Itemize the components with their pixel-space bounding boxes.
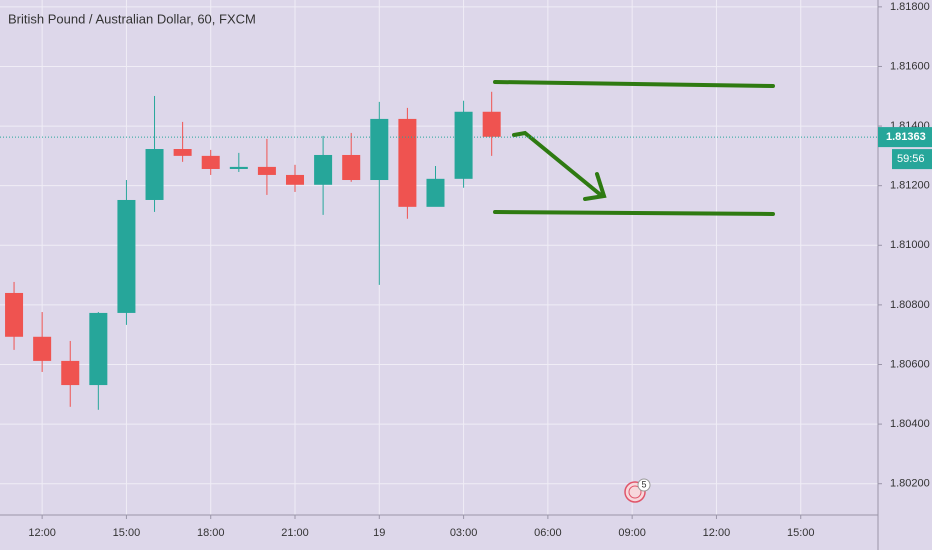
candle-body	[201, 155, 220, 169]
candle-body	[5, 292, 24, 337]
y-tick-label: 1.80200	[890, 478, 930, 490]
arrow-shaft	[512, 130, 604, 198]
x-tick-label: 15:00	[787, 527, 815, 539]
event-icon-inner	[628, 485, 642, 499]
candle-body	[89, 312, 108, 386]
x-tick-label: 03:00	[450, 527, 478, 539]
y-tick-label: 1.81600	[890, 60, 930, 72]
x-tick-label: 09:00	[618, 527, 646, 539]
candle-body	[173, 149, 192, 156]
arrow-head	[583, 172, 607, 201]
candle-body	[145, 149, 164, 200]
x-tick-label: 18:00	[197, 527, 225, 539]
event-count: 5	[641, 479, 646, 489]
y-tick-label: 1.80800	[890, 299, 930, 311]
countdown-label: 59:56	[897, 153, 925, 165]
y-tick-label: 1.80400	[890, 418, 930, 430]
x-tick-label: 19	[373, 527, 385, 539]
candle-body	[229, 166, 248, 169]
resistance-line	[493, 80, 775, 88]
drawings	[493, 80, 775, 216]
support-line	[493, 210, 775, 216]
last-price-label: 1.81363	[886, 131, 926, 143]
candle-body	[33, 336, 52, 361]
last-price-badge	[878, 127, 932, 148]
event-marker: 5	[624, 478, 651, 503]
x-tick-label: 12:00	[28, 527, 56, 539]
y-tick-label: 1.81800	[890, 1, 930, 13]
candle-body	[342, 154, 361, 181]
x-tick-label: 21:00	[281, 527, 309, 539]
x-tick-label: 15:00	[113, 527, 141, 539]
y-tick-label: 1.80600	[890, 358, 930, 370]
candle-body	[454, 111, 473, 179]
event-badge	[637, 478, 651, 492]
candle-body	[286, 174, 305, 185]
candle-body	[257, 166, 276, 175]
candle-body	[61, 360, 80, 386]
y-tick-label: 1.81200	[890, 180, 930, 192]
y-tick-label: 1.81000	[890, 239, 930, 251]
x-tick-label: 12:00	[703, 527, 731, 539]
candle-body	[398, 118, 417, 207]
countdown-badge	[892, 149, 932, 170]
candles	[5, 91, 501, 410]
candle-body	[314, 154, 333, 185]
chart-title: British Pound / Australian Dollar, 60, F…	[8, 11, 256, 26]
candle-body	[370, 118, 389, 181]
candle-body	[426, 178, 445, 207]
x-tick-label: 06:00	[534, 527, 562, 539]
candle-body	[482, 111, 501, 137]
candle-body	[117, 199, 136, 313]
